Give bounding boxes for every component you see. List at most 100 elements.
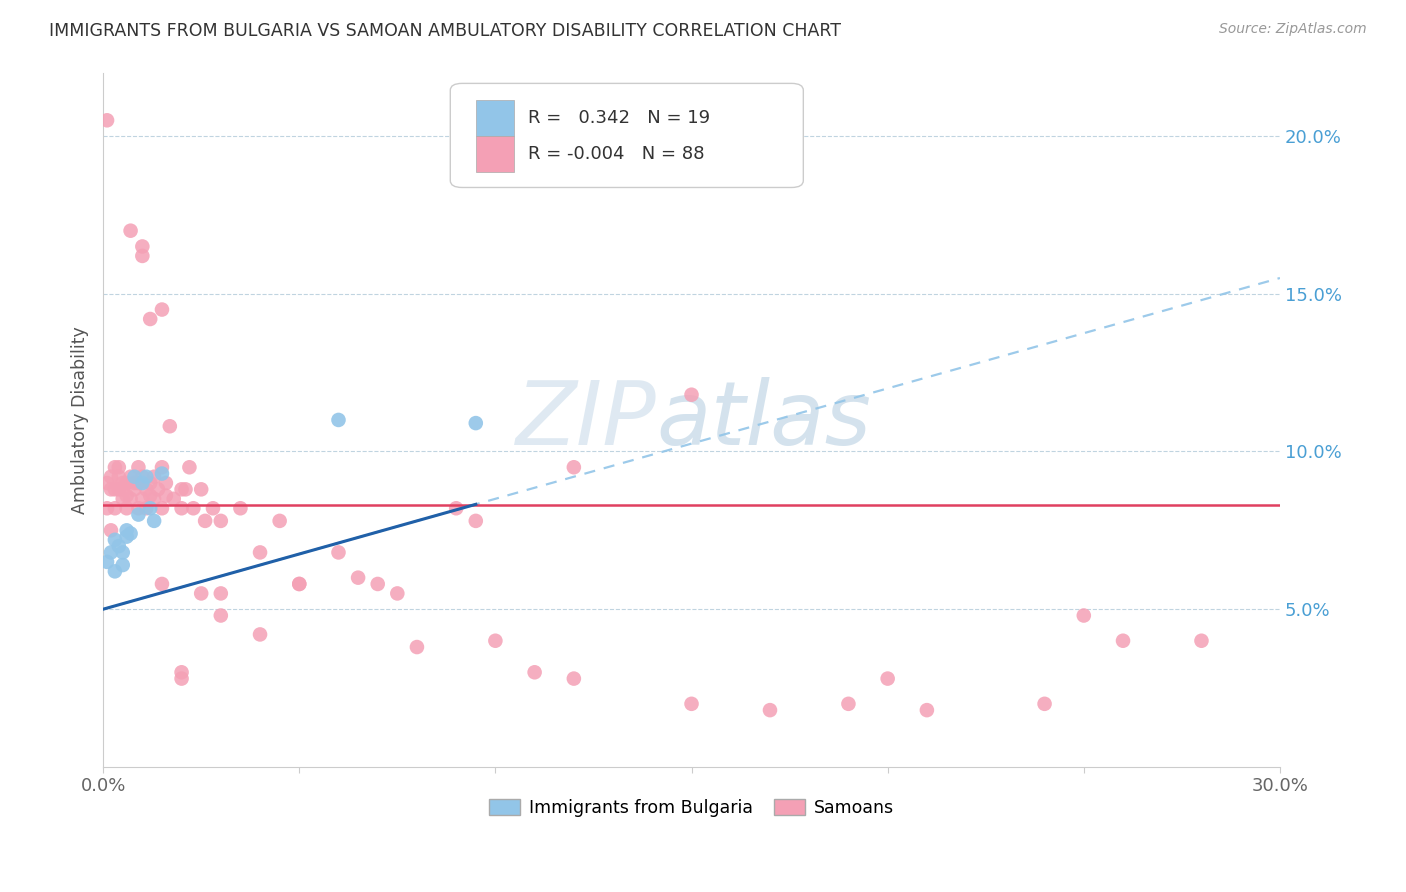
Point [139,312,162,326]
Point [328,545,350,559]
Point [104,483,127,497]
Point [209,514,232,528]
Point [269,514,291,528]
Point [681,697,703,711]
Point [150,501,173,516]
Point [104,501,127,516]
Point [115,530,138,544]
Point [1073,608,1095,623]
Point [155,476,177,491]
Point [484,633,506,648]
Point [209,608,232,623]
FancyBboxPatch shape [477,136,513,172]
Point [127,508,149,522]
Point [139,489,162,503]
Point [131,239,153,253]
Point [96,113,118,128]
Point [135,469,157,483]
Point [170,672,193,686]
Point [837,697,859,711]
Point [1191,633,1213,648]
Point [104,533,127,547]
Point [111,476,134,491]
Point [170,501,193,516]
Point [150,467,173,481]
Point [562,460,585,475]
Point [100,545,122,559]
Point [115,524,138,538]
Point [190,586,212,600]
Point [108,469,131,483]
Point [183,501,205,516]
Point [120,526,142,541]
Point [115,476,138,491]
Point [143,514,166,528]
Point [127,476,149,491]
Point [108,483,131,497]
Point [347,571,370,585]
Point [1033,697,1056,711]
Point [159,419,181,434]
Point [104,460,127,475]
Point [209,586,232,600]
Point [1112,633,1135,648]
Point [464,416,486,430]
Point [131,249,153,263]
Point [111,558,134,572]
Point [108,539,131,553]
Point [111,483,134,497]
Point [131,476,153,491]
Point [387,586,409,600]
Point [120,469,142,483]
Text: Source: ZipAtlas.com: Source: ZipAtlas.com [1219,22,1367,37]
Point [127,501,149,516]
Point [120,491,142,506]
Point [131,469,153,483]
Point [100,483,122,497]
Point [135,483,157,497]
Point [127,460,149,475]
Point [406,640,429,654]
Text: atlas: atlas [657,377,872,463]
Y-axis label: Ambulatory Disability: Ambulatory Disability [72,326,89,514]
Point [124,476,146,491]
Point [111,545,134,559]
Point [150,460,173,475]
Point [190,483,212,497]
Legend: Immigrants from Bulgaria, Samoans: Immigrants from Bulgaria, Samoans [482,792,901,824]
Point [201,501,224,516]
Point [115,489,138,503]
Point [139,501,162,516]
Point [464,514,486,528]
Point [143,469,166,483]
Point [111,491,134,506]
Point [124,483,146,497]
Point [249,545,271,559]
Point [163,491,186,506]
Point [104,565,127,579]
Point [124,469,146,483]
Point [146,483,169,497]
Point [523,665,546,680]
Point [367,577,389,591]
Point [444,501,467,516]
Point [876,672,898,686]
Point [681,388,703,402]
Point [562,672,585,686]
Point [96,501,118,516]
Point [115,501,138,516]
Text: IMMIGRANTS FROM BULGARIA VS SAMOAN AMBULATORY DISABILITY CORRELATION CHART: IMMIGRANTS FROM BULGARIA VS SAMOAN AMBUL… [49,22,841,40]
Point [328,413,350,427]
Point [170,483,193,497]
Text: R = -0.004   N = 88: R = -0.004 N = 88 [529,145,704,163]
Point [179,460,201,475]
Point [135,501,157,516]
Point [100,524,122,538]
Text: ZIP: ZIP [516,377,657,463]
Point [229,501,252,516]
Point [100,469,122,483]
Text: R =   0.342   N = 19: R = 0.342 N = 19 [529,109,710,127]
Point [170,665,193,680]
Point [96,555,118,569]
Point [288,577,311,591]
